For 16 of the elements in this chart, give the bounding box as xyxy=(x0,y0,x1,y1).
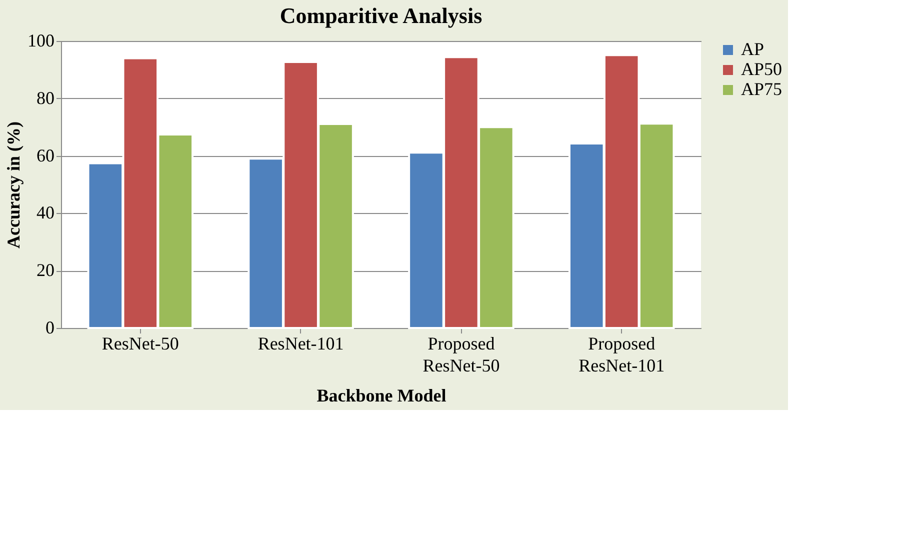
y-tick-label: 100 xyxy=(28,30,54,50)
y-tick-label: 80 xyxy=(36,88,54,108)
y-tick-label: 40 xyxy=(36,202,54,223)
y-tick-label: 20 xyxy=(36,260,54,280)
x-tick-label: Proposed ResNet-101 xyxy=(578,334,665,376)
y-axis-title: Accuracy in (%) xyxy=(4,122,24,248)
y-tick-label: 60 xyxy=(36,145,54,166)
legend-label: AP xyxy=(741,39,764,59)
chart-title: Comparitive Analysis xyxy=(280,3,483,28)
x-tick-label: Proposed ResNet-50 xyxy=(422,334,500,376)
legend-label: AP75 xyxy=(741,79,782,99)
legend-label: AP50 xyxy=(741,59,782,79)
x-tick-label: ResNet-50 xyxy=(102,334,179,354)
x-tick-label: ResNet-101 xyxy=(258,334,344,354)
y-tick-label: 0 xyxy=(46,318,54,338)
x-axis-title: Backbone Model xyxy=(316,386,446,406)
